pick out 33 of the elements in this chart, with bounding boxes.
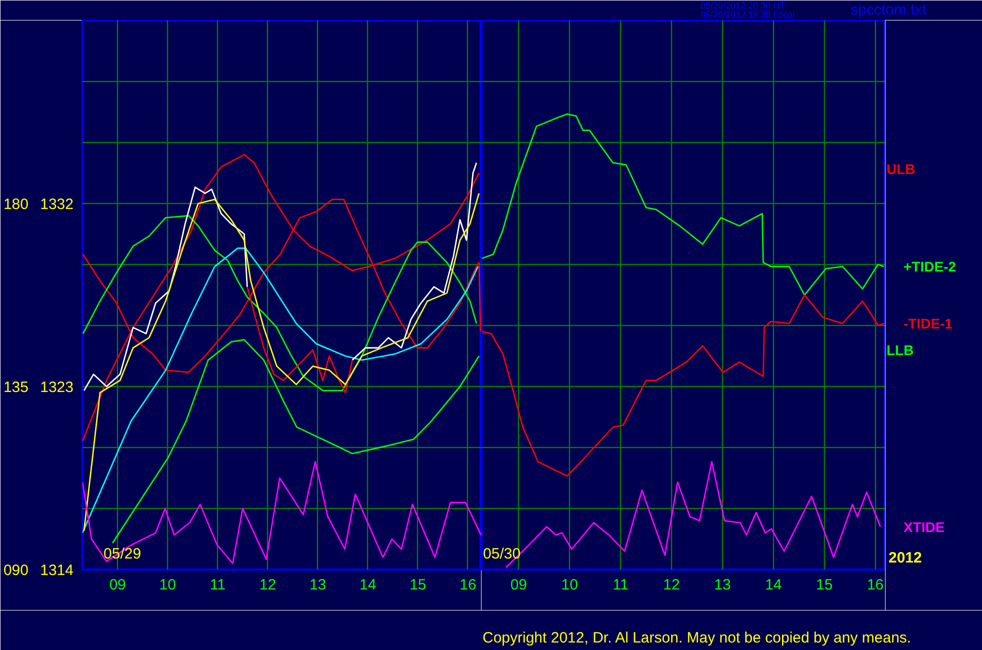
x-tick-label: 14	[360, 576, 376, 594]
x-tick-label: 09	[510, 576, 528, 594]
y2-tick-label: 135	[3, 379, 29, 396]
x-tick-label: 10	[159, 576, 176, 594]
x-tick-label: 16	[460, 576, 476, 594]
series-label: +TIDE-2	[904, 258, 956, 275]
y-tick-label: 1332	[40, 196, 74, 213]
series-label: -TIDE-1	[904, 315, 953, 332]
x-tick-label: 13	[309, 576, 326, 594]
y2-tick-label: 090	[3, 562, 29, 579]
text: ULB	[886, 160, 916, 177]
y-tick-label: 1314	[40, 562, 74, 579]
x-tick-label: 12	[663, 576, 680, 594]
text: 05/29/2012 20:30 UT	[700, 0, 786, 10]
x-tick-label: 10	[561, 576, 578, 594]
x-tick-label: 14	[765, 576, 782, 594]
x-tick-label: 09	[109, 576, 126, 594]
x-tick-label: 12	[259, 576, 276, 594]
text: spcctom.txt	[850, 2, 928, 18]
text: LLB	[886, 342, 914, 358]
text: Copyright 2012, Dr. Al Larson. May not be copied by any means.	[482, 630, 912, 646]
x-tick-label: 11	[612, 576, 628, 594]
y2-tick-label: 180	[3, 196, 29, 213]
series-label: XTIDE	[904, 518, 945, 535]
x-tick-label: 13	[714, 576, 731, 594]
x-tick-label: 15	[816, 576, 833, 594]
y-tick-label: 1323	[40, 379, 74, 396]
annotation: 05/30	[483, 545, 521, 562]
text: 05/29/2012 15:30 Local	[700, 10, 795, 20]
x-tick-label: 15	[410, 576, 426, 594]
text: 2012	[888, 549, 922, 566]
x-tick-label: 16	[866, 576, 884, 594]
x-tick-label: 11	[210, 576, 226, 594]
